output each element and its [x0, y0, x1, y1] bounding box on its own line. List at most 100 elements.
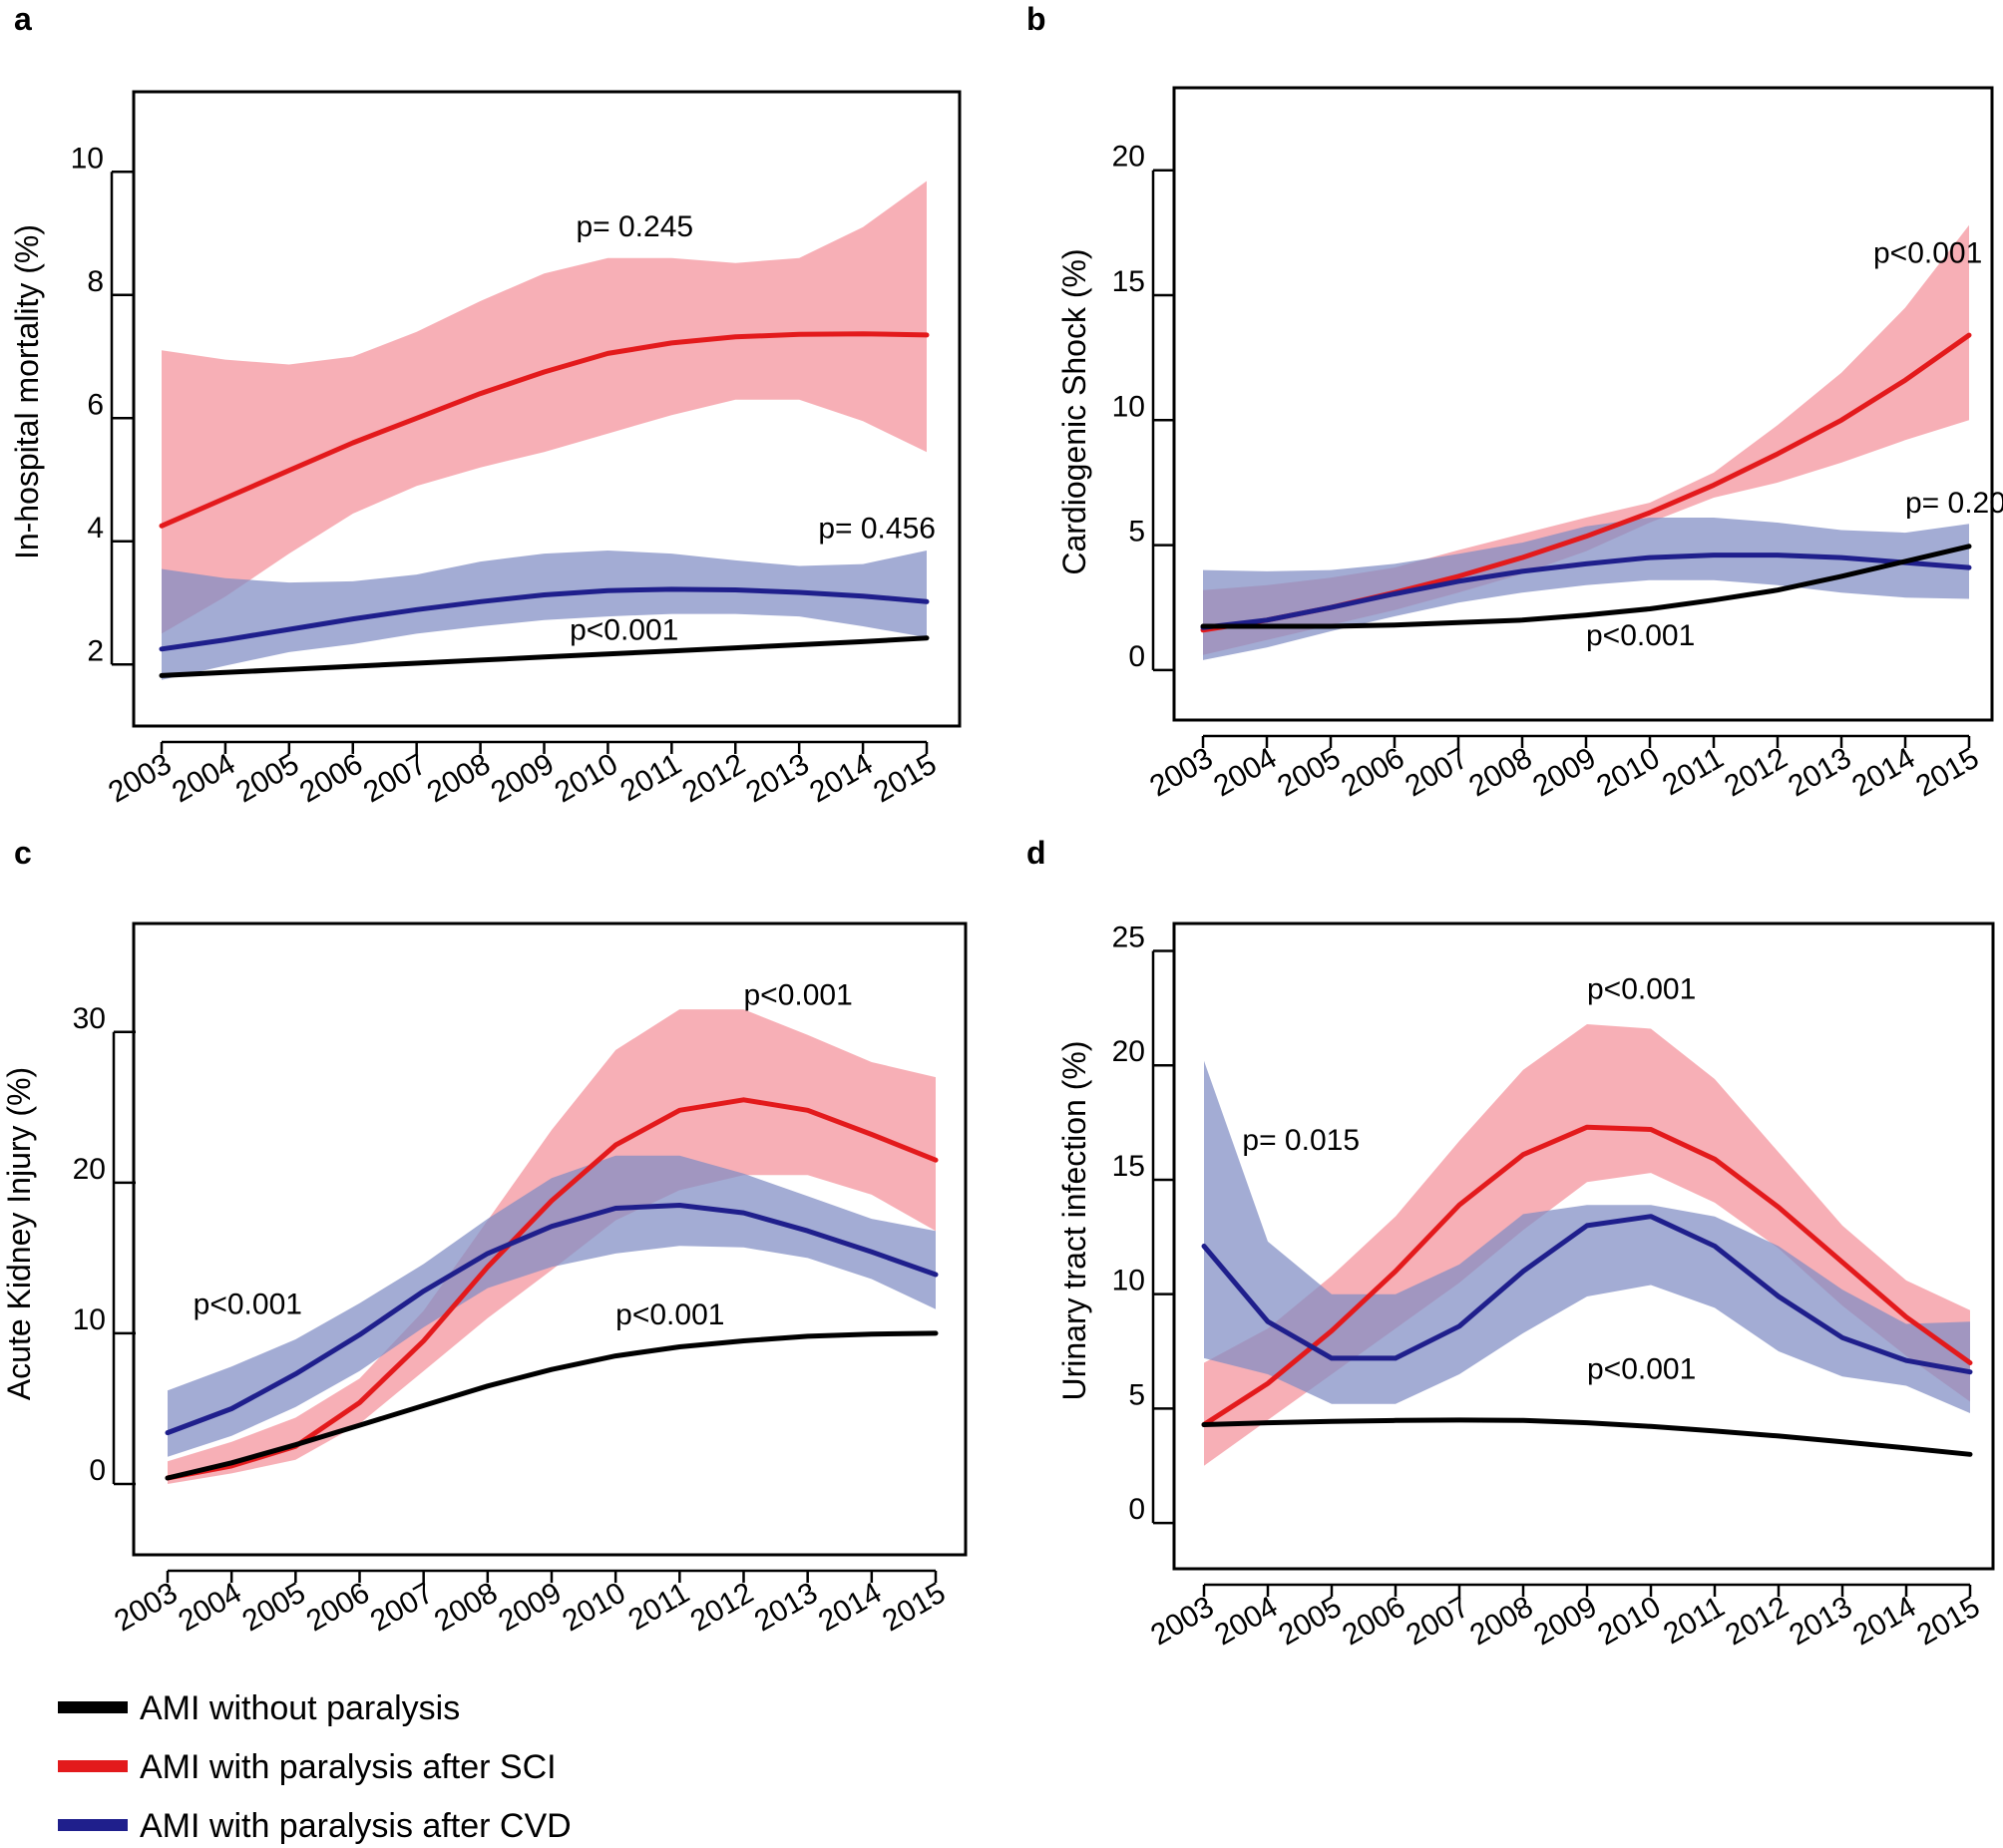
ci-band-sci: [1204, 1024, 1970, 1466]
x-tick-label: 2008: [1464, 1590, 1538, 1652]
y-tick-label: 5: [1128, 1378, 1145, 1411]
panel-a: a In-hospital mortality (%) 246810200320…: [9, 1, 962, 809]
x-tick-label: 2003: [103, 747, 177, 809]
x-tick-label: 2014: [1847, 1590, 1921, 1652]
x-tick-label: 2013: [740, 747, 814, 809]
x-tick-label: 2007: [1400, 741, 1473, 803]
plot-area-a: 2468102003200420052006200720082009201020…: [71, 90, 962, 809]
x-tick-label: 2004: [1209, 1590, 1283, 1652]
p-value-annotation: p<0.001: [1586, 619, 1695, 652]
ci-band-cvd: [1204, 1060, 1970, 1413]
series-line-sci: [159, 331, 930, 529]
y-tick-label: 10: [1112, 1265, 1145, 1297]
p-value-annotation: p= 0.245: [576, 210, 693, 243]
plot-area-c: 0102030200320042005200620072008200920102…: [73, 922, 968, 1638]
x-tick-label: 2013: [1784, 1590, 1857, 1652]
p-value-annotation: p= 0.206: [1905, 487, 2003, 520]
series-line-no_paralysis: [1200, 544, 1972, 629]
x-tick-label: 2006: [301, 1576, 375, 1638]
series-line-no_paralysis: [165, 1330, 939, 1481]
y-tick-label: 20: [1112, 141, 1145, 174]
x-tick-label: 2005: [230, 747, 304, 809]
p-value-annotation: p<0.001: [570, 614, 678, 647]
y-tick-label: 10: [71, 142, 104, 175]
p-value-annotation: p= 0.456: [818, 513, 936, 546]
x-tick-label: 2012: [685, 1576, 759, 1638]
series-line-cvd: [1201, 1214, 1973, 1375]
x-tick-label: 2007: [365, 1576, 439, 1638]
y-tick-label: 0: [89, 1454, 106, 1487]
x-tick-label: 2014: [804, 747, 878, 809]
y-tick-label: 5: [1128, 516, 1145, 549]
x-tick-label: 2004: [173, 1576, 246, 1638]
x-tick-label: 2012: [1720, 1590, 1794, 1652]
series-line-cvd: [1200, 553, 1972, 630]
x-tick-label: 2013: [749, 1576, 823, 1638]
x-tick-label: 2006: [1336, 741, 1409, 803]
y-axis-title-b: Cardiogenic Shock (%): [1056, 248, 1092, 574]
y-tick-label: 10: [1112, 390, 1145, 423]
plot-area-b: 0 5 10 15 20 20032004200520062007200820092010…: [1112, 86, 2003, 803]
legend-label-no-paralysis: AMI without paralysis: [140, 1689, 460, 1727]
series-line-cvd: [159, 586, 930, 652]
x-tick-label: 2008: [422, 747, 496, 809]
y-tick-label: 15: [1112, 1150, 1145, 1183]
y-tick-label: 0: [1128, 640, 1145, 673]
series-line-sci: [1201, 1124, 1973, 1427]
y-tick-label: 15: [1112, 265, 1145, 298]
x-tick-label: 2015: [877, 1576, 951, 1638]
y-tick-label: 30: [73, 1002, 106, 1035]
series-line-no_paralysis: [1201, 1417, 1973, 1457]
x-tick-label: 2010: [1592, 1590, 1666, 1652]
x-tick-label: 2006: [1337, 1590, 1410, 1652]
x-tick-label: 2004: [167, 747, 240, 809]
x-tick-label: 2012: [676, 747, 750, 809]
x-tick-label: 2005: [1272, 741, 1346, 803]
x-tick-label: 2011: [1658, 1590, 1730, 1651]
x-tick-label: 2005: [1273, 1590, 1347, 1652]
x-tick-label: 2007: [358, 747, 432, 809]
x-tick-label: 2005: [237, 1576, 311, 1638]
y-tick-label: 8: [87, 265, 104, 298]
p-value-annotation: p<0.001: [1873, 236, 1982, 269]
x-tick-label: 2011: [614, 747, 686, 808]
x-tick-label: 2008: [429, 1576, 503, 1638]
x-tick-label: 2010: [1591, 741, 1665, 803]
y-tick-label: 0: [1128, 1493, 1145, 1526]
x-tick-label: 2014: [1846, 741, 1920, 803]
x-tick-label: 2009: [1528, 1590, 1602, 1652]
panel-letter-b: b: [1026, 1, 1046, 37]
x-tick-label: 2008: [1463, 741, 1537, 803]
y-tick-label: 20: [1112, 1035, 1145, 1068]
y-axis-title-d: Urinary tract infection (%): [1056, 1041, 1092, 1401]
p-value-annotation: p<0.001: [744, 979, 853, 1012]
x-tick-label: 2012: [1719, 741, 1793, 803]
y-tick-label: 10: [73, 1303, 106, 1336]
y-axis-title-c: Acute Kidney Injury (%): [1, 1067, 37, 1400]
x-tick-label: 2009: [486, 747, 560, 809]
y-tick-label: 6: [87, 388, 104, 421]
legend: AMI without paralysis AMI with paralysis…: [58, 1689, 572, 1845]
x-tick-label: 2007: [1401, 1590, 1474, 1652]
x-tick-label: 2003: [1145, 1590, 1219, 1652]
plot-frame: [1172, 86, 1994, 722]
series-line-no_paralysis: [159, 635, 930, 678]
y-tick-label: 4: [87, 512, 104, 545]
y-axis-title-a: In-hospital mortality (%): [9, 224, 45, 559]
panel-letter-a: a: [14, 1, 32, 37]
ci-band-sci: [162, 181, 927, 634]
series-line-cvd: [165, 1203, 939, 1436]
x-tick-label: 2010: [557, 1576, 630, 1638]
plot-frame: [1172, 922, 1995, 1571]
x-tick-label: 2010: [550, 747, 623, 809]
x-tick-label: 2014: [813, 1576, 887, 1638]
panel-d: d Urinary tract infection (%) 0 5 10 15 20 25…: [1026, 835, 1995, 1652]
plot-area-d: 0510152025200320042005200620072008200920…: [1112, 922, 1995, 1652]
x-tick-label: 2009: [493, 1576, 567, 1638]
panel-c: c Acute Kidney Injury (%) 01020302003200…: [1, 835, 968, 1638]
ci-band-cvd: [168, 1155, 936, 1457]
panel-letter-c: c: [14, 835, 32, 871]
plot-frame: [132, 90, 962, 728]
x-tick-label: 2009: [1527, 741, 1601, 803]
